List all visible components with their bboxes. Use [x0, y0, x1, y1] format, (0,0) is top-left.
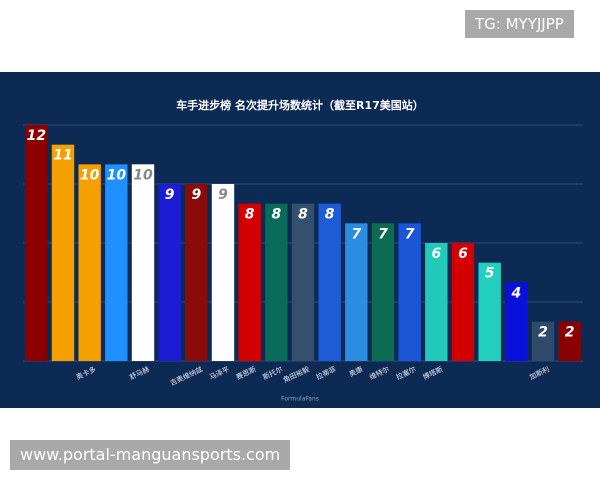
value-label: 9 — [218, 187, 228, 203]
bar — [265, 203, 288, 361]
bar — [371, 223, 395, 361]
bar — [158, 184, 181, 361]
value-label: 7 — [351, 226, 361, 242]
value-label: 9 — [191, 187, 201, 203]
bar — [51, 144, 75, 361]
value-label: 5 — [485, 266, 495, 282]
value-label: 6 — [458, 246, 468, 262]
bar — [131, 164, 155, 361]
bar — [505, 282, 528, 361]
bar — [558, 321, 581, 361]
value-label: 7 — [405, 226, 415, 242]
bar — [78, 164, 101, 361]
bar — [291, 203, 315, 361]
value-label: 4 — [510, 285, 521, 301]
bar — [478, 262, 501, 361]
value-label: 10 — [80, 167, 100, 183]
bar — [185, 184, 208, 361]
value-label: 2 — [538, 325, 548, 341]
value-label: 11 — [53, 148, 72, 164]
bar — [238, 203, 261, 361]
bar — [451, 243, 475, 361]
value-label: 12 — [27, 128, 46, 144]
chart-title: 车手进步榜 名次提升场数统计（截至R17美国站） — [176, 98, 424, 112]
bar — [345, 223, 368, 361]
bar — [318, 203, 341, 361]
bar — [425, 243, 448, 361]
value-label: 8 — [271, 207, 281, 223]
watermark-top: TG: MYYJJPP — [465, 10, 574, 38]
watermark-bottom: www.portal-manguansports.com — [10, 440, 291, 470]
value-label: 7 — [378, 226, 388, 242]
value-label: 8 — [298, 207, 308, 223]
value-label: 6 — [431, 246, 441, 262]
value-label: 9 — [165, 187, 175, 203]
bar — [211, 184, 235, 361]
value-label: 10 — [107, 167, 127, 183]
bar — [105, 164, 128, 361]
bar — [531, 321, 555, 361]
bar — [398, 223, 421, 361]
value-label: 8 — [325, 207, 335, 223]
value-label: 10 — [133, 167, 153, 183]
bar — [25, 125, 48, 361]
value-label: 2 — [565, 325, 575, 341]
source: FormulaFans — [281, 396, 319, 403]
value-label: 8 — [245, 207, 255, 223]
